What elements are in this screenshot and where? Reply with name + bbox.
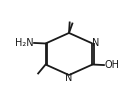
Text: N: N: [65, 73, 73, 83]
Text: OH: OH: [104, 60, 120, 70]
Text: N: N: [92, 38, 99, 48]
Text: H₂N: H₂N: [15, 38, 33, 48]
